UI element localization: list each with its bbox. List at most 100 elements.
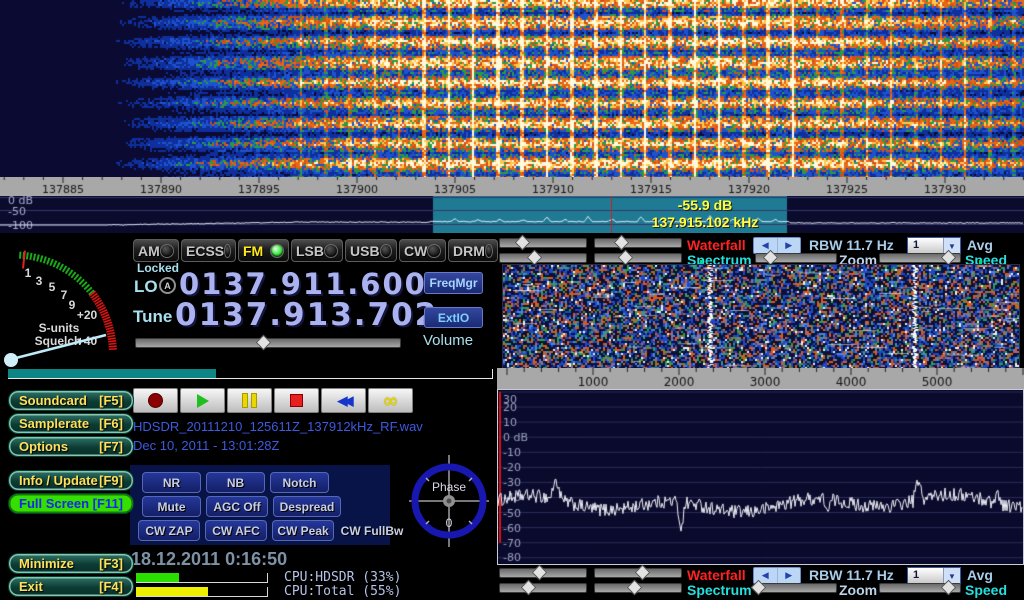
agc-button[interactable]: AGC Off [206, 496, 268, 517]
slider-thumb[interactable] [940, 579, 957, 596]
af-waterfall[interactable] [502, 264, 1020, 369]
tune-frequency-display[interactable]: 0137.913.702 [175, 297, 439, 333]
pause-button[interactable] [227, 388, 272, 413]
loop-icon [383, 390, 399, 412]
rbw-increase-button[interactable]: ▶ [785, 570, 793, 580]
rf-frequency-scale[interactable] [0, 177, 1024, 196]
rewind-button[interactable] [321, 388, 366, 413]
lsb-led-indicator [324, 243, 338, 258]
slider-thumb[interactable] [940, 249, 957, 266]
slider-thumb[interactable] [531, 564, 547, 581]
info-update-button[interactable]: Info / Update [F9] [8, 470, 134, 491]
fm-led-indicator [270, 243, 284, 258]
slider-thumb[interactable] [626, 579, 642, 596]
zoom-slider[interactable] [755, 249, 837, 266]
tune-label: Tune [133, 307, 173, 326]
extio-button[interactable]: ExtIO [424, 307, 483, 328]
brightness-slider[interactable] [499, 564, 587, 581]
speed-slider[interactable] [879, 249, 961, 266]
wav-filename: HDSDR_20111210_125611Z_137912kHz_RF.wav [133, 419, 423, 434]
dsp-panel: NR NB Notch Mute AGC Off Despread CW ZAP… [130, 465, 403, 545]
phase-knob-center [446, 498, 452, 504]
auto-badge-icon[interactable]: A [159, 277, 176, 294]
freqmgr-button[interactable]: FreqMgr [424, 272, 483, 294]
options-button[interactable]: Options [F7] [8, 436, 134, 457]
db-readout: -55.9 dB [677, 197, 733, 213]
rbw-decrease-button[interactable]: ◀ [754, 568, 778, 583]
notch-button[interactable]: Notch [270, 472, 329, 493]
volume-slider-thumb[interactable] [255, 334, 271, 351]
mode-lsb-button[interactable]: LSB [291, 239, 343, 262]
stop-button[interactable] [274, 388, 319, 413]
cpu-hdsdr-bar [136, 573, 268, 583]
af-marker [700, 260, 703, 267]
rbw-decrease-button[interactable]: ◀ [754, 238, 778, 253]
af-marker [979, 260, 982, 267]
slider-thumb[interactable] [527, 249, 543, 266]
nr-button[interactable]: NR [142, 472, 201, 493]
smeter-caption-sunits: S-units [39, 321, 80, 335]
phase-ring [411, 463, 487, 539]
smeter-needle [11, 333, 107, 361]
cw-zap-button[interactable]: CW ZAP [138, 520, 200, 541]
frequency-readout: 137.915.102 kHz [651, 214, 759, 230]
af-frequency-scale[interactable] [497, 368, 1024, 389]
speed-slider[interactable] [879, 579, 961, 596]
rbw-increase-button[interactable]: ▶ [785, 240, 793, 250]
smeter-tick-9: 9 [69, 298, 76, 312]
contrast-slider[interactable] [594, 234, 682, 251]
brightness-slider[interactable] [499, 234, 587, 251]
mode-am-button[interactable]: AM [133, 239, 179, 262]
mode-fm-button[interactable]: FM [238, 239, 289, 262]
despread-button[interactable]: Despread [273, 496, 341, 517]
slider-thumb[interactable] [520, 579, 536, 596]
slider-thumb[interactable] [514, 234, 530, 251]
volume-slider[interactable] [135, 334, 401, 351]
mode-usb-button[interactable]: USB [345, 239, 397, 262]
loop-button[interactable] [368, 388, 413, 413]
slider-thumb[interactable] [635, 564, 651, 581]
lo-frequency-display[interactable]: 0137.911.600 [179, 267, 427, 301]
contrast-slider[interactable] [594, 564, 682, 581]
spectrum-range-slider[interactable] [594, 249, 682, 266]
squelch-level-bar[interactable] [8, 369, 493, 379]
rbw-label: RBW 11.7 Hz [809, 567, 894, 583]
smeter-red-arc [88, 290, 117, 351]
smeter-tick-1: 1 [25, 266, 32, 280]
spectrum-range-slider[interactable] [594, 579, 682, 596]
spectrum-gain-slider[interactable] [499, 249, 587, 266]
speed-label: Speed [965, 582, 1008, 598]
minimize-button[interactable]: Minimize [F3] [8, 553, 134, 574]
datetime-display: 18.12.2011 0:16:50 [131, 549, 288, 569]
cw-afc-button[interactable]: CW AFC [205, 520, 267, 541]
rf-display-controls: Waterfall ◀ ▶ RBW 11.7 Hz 1 ▼ Avg Spectrum… [497, 234, 1024, 268]
exit-button[interactable]: Exit [F4] [8, 576, 134, 597]
squelch-level-fill [8, 369, 217, 378]
nb-button[interactable]: NB [206, 472, 265, 493]
mode-cw-button[interactable]: CW [399, 239, 446, 262]
phase-dial[interactable]: Phase 0 [407, 453, 491, 549]
slider-thumb[interactable] [763, 249, 779, 266]
play-button[interactable] [180, 388, 225, 413]
spectrum-gain-slider[interactable] [499, 579, 587, 596]
mode-ecss-button[interactable]: ECSS [181, 239, 236, 262]
smeter-tick-20: +20 [77, 308, 98, 322]
record-button[interactable] [133, 388, 178, 413]
af-spectrum[interactable] [497, 389, 1024, 565]
zoom-slider[interactable] [750, 579, 837, 596]
rbw-label: RBW 11.7 Hz [809, 237, 894, 253]
cw-peak-button[interactable]: CW Peak [272, 520, 334, 541]
samplerate-button[interactable]: Samplerate [F6] [8, 413, 134, 434]
soundcard-button[interactable]: Soundcard [F5] [8, 390, 134, 411]
mute-button[interactable]: Mute [142, 496, 201, 517]
fullscreen-button[interactable]: Full Screen [F11] [8, 493, 134, 514]
slider-thumb[interactable] [613, 234, 630, 251]
overview-spectrum-canvas[interactable] [0, 196, 1024, 233]
recorder-controls [133, 388, 413, 413]
main-waterfall[interactable] [0, 0, 1024, 177]
mode-drm-button[interactable]: DRM [448, 239, 498, 262]
cw-fullbw-button[interactable]: CW FullBw [340, 523, 404, 538]
slider-thumb[interactable] [617, 249, 634, 266]
overview-spectrum[interactable]: -55.9 dB 137.915.102 kHz [0, 196, 1024, 233]
af-spectrum-canvas[interactable] [498, 390, 1023, 564]
